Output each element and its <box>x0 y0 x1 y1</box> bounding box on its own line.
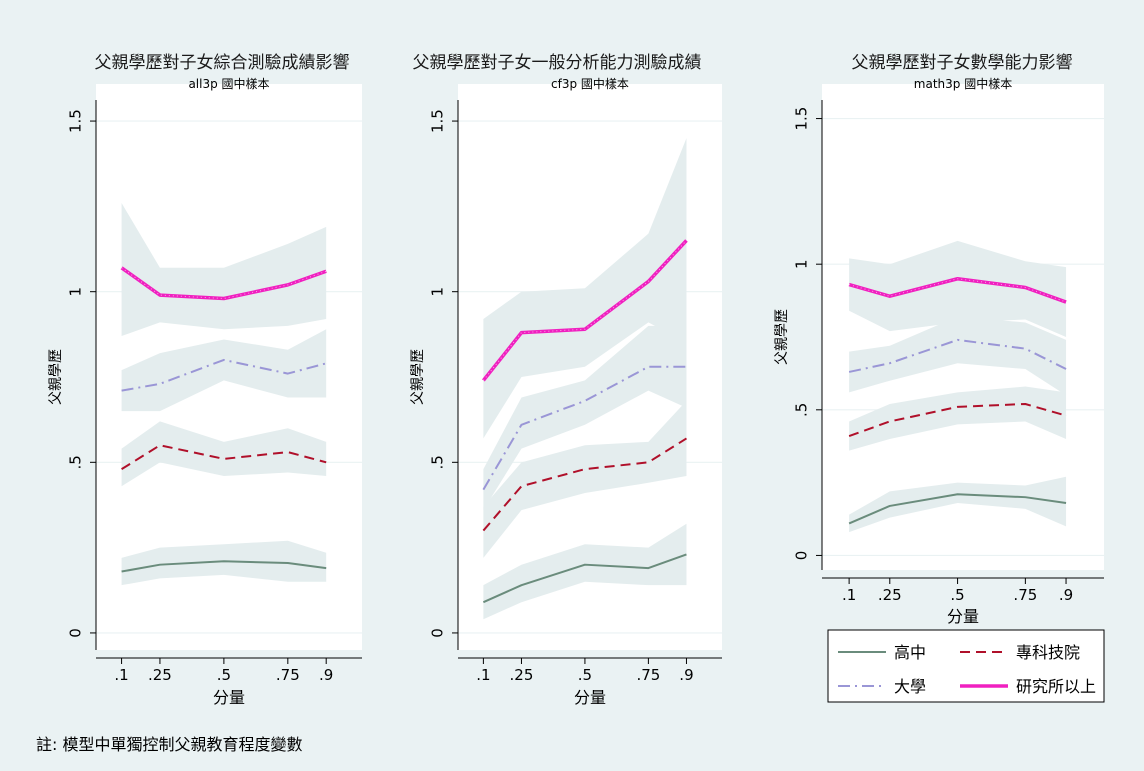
ci-band-1 <box>483 523 687 620</box>
series-line-3 <box>482 365 687 491</box>
y-tick-label: .5 <box>67 455 85 469</box>
legend-label-2: 專科技院 <box>1016 643 1080 662</box>
ci-band-3 <box>483 325 687 511</box>
y-tick-label: 0 <box>429 628 447 638</box>
x-tick-label: .1 <box>842 586 856 604</box>
ci-band-4 <box>849 240 1067 337</box>
ci-band-2 <box>483 400 687 558</box>
chart-title: 父親學歷對子女數學能力影響 <box>852 53 1073 73</box>
x-tick-label: .9 <box>1059 586 1073 604</box>
x-axis-label: 分量 <box>213 688 245 707</box>
x-tick-label: .25 <box>148 666 172 684</box>
y-axis-label: 父親學歷 <box>410 349 426 405</box>
x-axis-label: 分量 <box>574 688 606 707</box>
y-tick-label: 1.5 <box>793 107 811 131</box>
y-tick-label: 1 <box>793 259 811 269</box>
x-tick-label: .9 <box>319 666 333 684</box>
ci-band-2 <box>121 421 327 487</box>
ci-band-2 <box>849 386 1067 451</box>
ci-band-4 <box>121 202 327 337</box>
chart-panel-2: 0 .5 1 1.5 父親學歷 .1 .25 .5 .75 .9 分量 父親學歷對子女一般分析能力測驗… <box>410 53 722 707</box>
x-tick-label: .5 <box>217 666 231 684</box>
x-tick-label: .5 <box>578 666 592 684</box>
ci-band-1 <box>121 540 327 586</box>
y-tick-label: 1.5 <box>429 109 447 133</box>
y-tick-label: 1 <box>67 287 85 297</box>
x-tick-label: .1 <box>114 666 128 684</box>
footnote: 註: 模型中單獨控制父親教育程度變數 <box>36 735 303 754</box>
y-axis-label: 父親學歷 <box>48 349 64 405</box>
x-tick-label: .5 <box>950 586 964 604</box>
y-tick-label: 0 <box>793 551 811 561</box>
ci-band-4 <box>483 138 687 439</box>
legend-label-1: 高中 <box>894 643 926 662</box>
legend-label-4: 研究所以上 <box>1016 677 1096 696</box>
y-tick-label: .5 <box>793 403 811 417</box>
chart-subtitle: all3p 國中樣本 <box>188 76 269 91</box>
legend-box <box>827 629 1105 703</box>
ci-band-1 <box>849 476 1067 533</box>
series-line-2 <box>482 437 687 532</box>
x-tick-label: .25 <box>510 666 534 684</box>
y-axis-label: 父親學歷 <box>774 309 790 365</box>
ci-band-3 <box>121 329 327 412</box>
x-tick-label: .9 <box>679 666 693 684</box>
chart-panel-3: 0 .5 1 1.5 父親學歷 .1 .25 .5 .75 .9 分量 父親學歷對子女數學能力影響 ma… <box>774 53 1104 626</box>
ci-band-3 <box>849 316 1067 396</box>
x-tick-label: .75 <box>636 666 660 684</box>
x-tick-label: .75 <box>1013 586 1037 604</box>
x-tick-label: .25 <box>878 586 902 604</box>
chart-subtitle: math3p 國中樣本 <box>914 76 1012 91</box>
y-tick-label: 1 <box>429 287 447 297</box>
legend-label-3: 大學 <box>894 677 926 696</box>
x-axis-label: 分量 <box>947 607 979 626</box>
chart-panel-1: 0 .5 1 1.5 父親學歷 .1 .25 .5 .75 .9 分量 父親學歷對子女綜合測驗成績影響… <box>48 53 362 707</box>
y-tick-label: .5 <box>429 455 447 469</box>
chart-title: 父親學歷對子女綜合測驗成績影響 <box>95 53 350 73</box>
y-tick-label: 0 <box>67 628 85 638</box>
chart-subtitle: cf3p 國中樣本 <box>551 76 629 91</box>
chart-title: 父親學歷對子女一般分析能力測驗成績 <box>413 53 702 73</box>
x-tick-label: .75 <box>276 666 300 684</box>
y-tick-label: 1.5 <box>67 109 85 133</box>
x-tick-label: .1 <box>476 666 490 684</box>
